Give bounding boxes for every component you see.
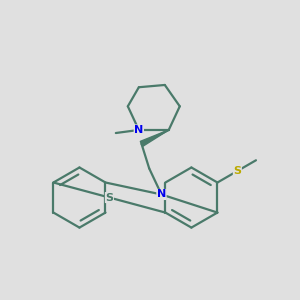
Polygon shape bbox=[140, 130, 169, 146]
Text: S: S bbox=[105, 193, 113, 202]
Text: N: N bbox=[134, 125, 143, 135]
Text: S: S bbox=[233, 166, 242, 176]
Text: N: N bbox=[157, 190, 166, 200]
